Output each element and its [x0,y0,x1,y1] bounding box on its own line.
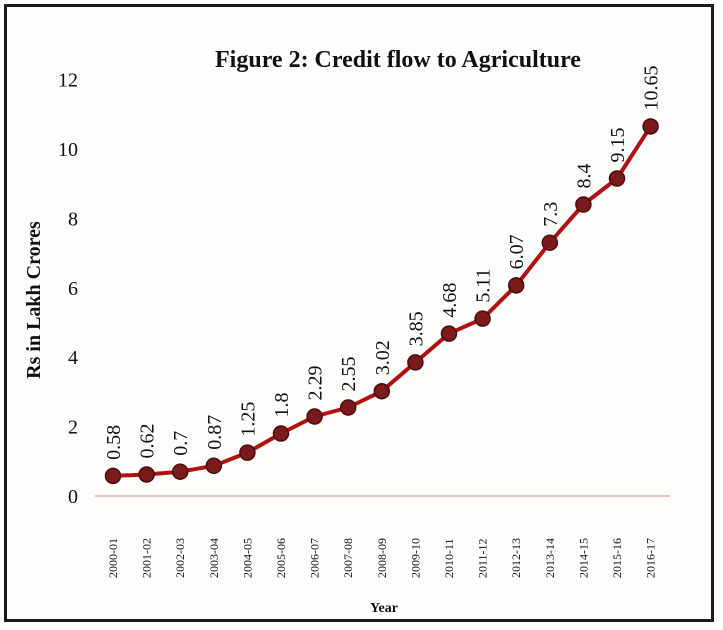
data-label: 0.7 [170,431,192,456]
data-point [104,467,122,485]
x-tick-label: 2012-13 [509,538,523,578]
x-tick-label: 2005-06 [274,538,288,578]
x-tick-label: 2006-07 [308,538,322,578]
x-tick-label: 2009-10 [408,538,422,578]
x-tick-label: 2008-09 [375,538,389,578]
data-point [407,354,424,371]
data-point [541,234,559,251]
y-tick-labels: 0 2 4 6 8 10 12 [58,70,78,508]
x-tick-label: 2016-17 [644,538,658,578]
x-tick-label: 2011-12 [476,538,490,578]
y-tick-label: 6 [68,278,78,300]
x-axis-label: Year [370,601,398,616]
data-labels: 0.58 0.62 0.7 0.87 1.25 1.8 2.29 2.55 3.02 3.85 4.… [103,65,663,459]
data-point [239,444,256,461]
series-line [112,125,653,478]
data-label: 0.87 [204,415,226,450]
data-label: 2.29 [305,366,327,401]
data-point [575,196,592,213]
data-label: 0.62 [137,423,159,458]
data-points [104,118,659,485]
data-label: 1.25 [237,402,259,437]
data-label: 8.4 [573,164,595,189]
x-tick-labels: 2000-01 2001-02 2002-03 2003-04 2004-05 2005-… [106,538,658,578]
data-point [339,399,357,416]
data-label: 4.68 [439,283,461,318]
data-point [373,382,391,400]
x-tick-label: 2002-03 [173,538,187,578]
data-point [440,325,458,342]
data-point [272,425,290,442]
y-tick-label: 0 [68,486,78,508]
data-label: 3.85 [405,311,427,346]
data-point [138,466,155,483]
x-tick-label: 2003-04 [207,538,221,578]
data-label: 5.11 [473,268,495,302]
data-point [608,170,626,187]
y-tick-label: 10 [58,139,78,161]
data-label: 3.02 [372,340,394,375]
chart-frame [4,4,714,622]
x-tick-label: 2001-02 [140,538,154,578]
x-tick-label: 2007-08 [341,538,355,578]
y-tick-label: 2 [68,417,78,439]
y-axis-label: Rs in Lakh Crores [23,221,45,379]
data-point [171,463,189,480]
data-label: 9.15 [607,127,629,162]
x-tick-label: 2000-01 [106,538,120,578]
data-point [642,118,659,135]
x-tick-label: 2010-11 [442,538,456,578]
x-tick-label: 2015-16 [610,538,624,578]
data-point [507,277,525,294]
data-label: 10.65 [641,65,663,110]
y-tick-label: 8 [68,208,78,230]
data-label: 2.55 [338,357,360,392]
x-tick-label: 2013-14 [543,538,557,578]
y-tick-label: 12 [58,70,78,92]
data-label: 1.8 [271,393,293,418]
chart-title: Figure 2: Credit flow to Agriculture [215,47,581,73]
data-label: 0.58 [103,425,125,460]
data-point [474,310,491,327]
data-label: 7.3 [540,202,562,227]
data-point [306,408,323,425]
data-point [205,457,223,475]
data-label: 6.07 [506,234,528,269]
x-tick-label: 2004-05 [240,538,254,578]
x-tick-label: 2014-15 [576,538,590,578]
y-tick-label: 4 [68,347,78,369]
